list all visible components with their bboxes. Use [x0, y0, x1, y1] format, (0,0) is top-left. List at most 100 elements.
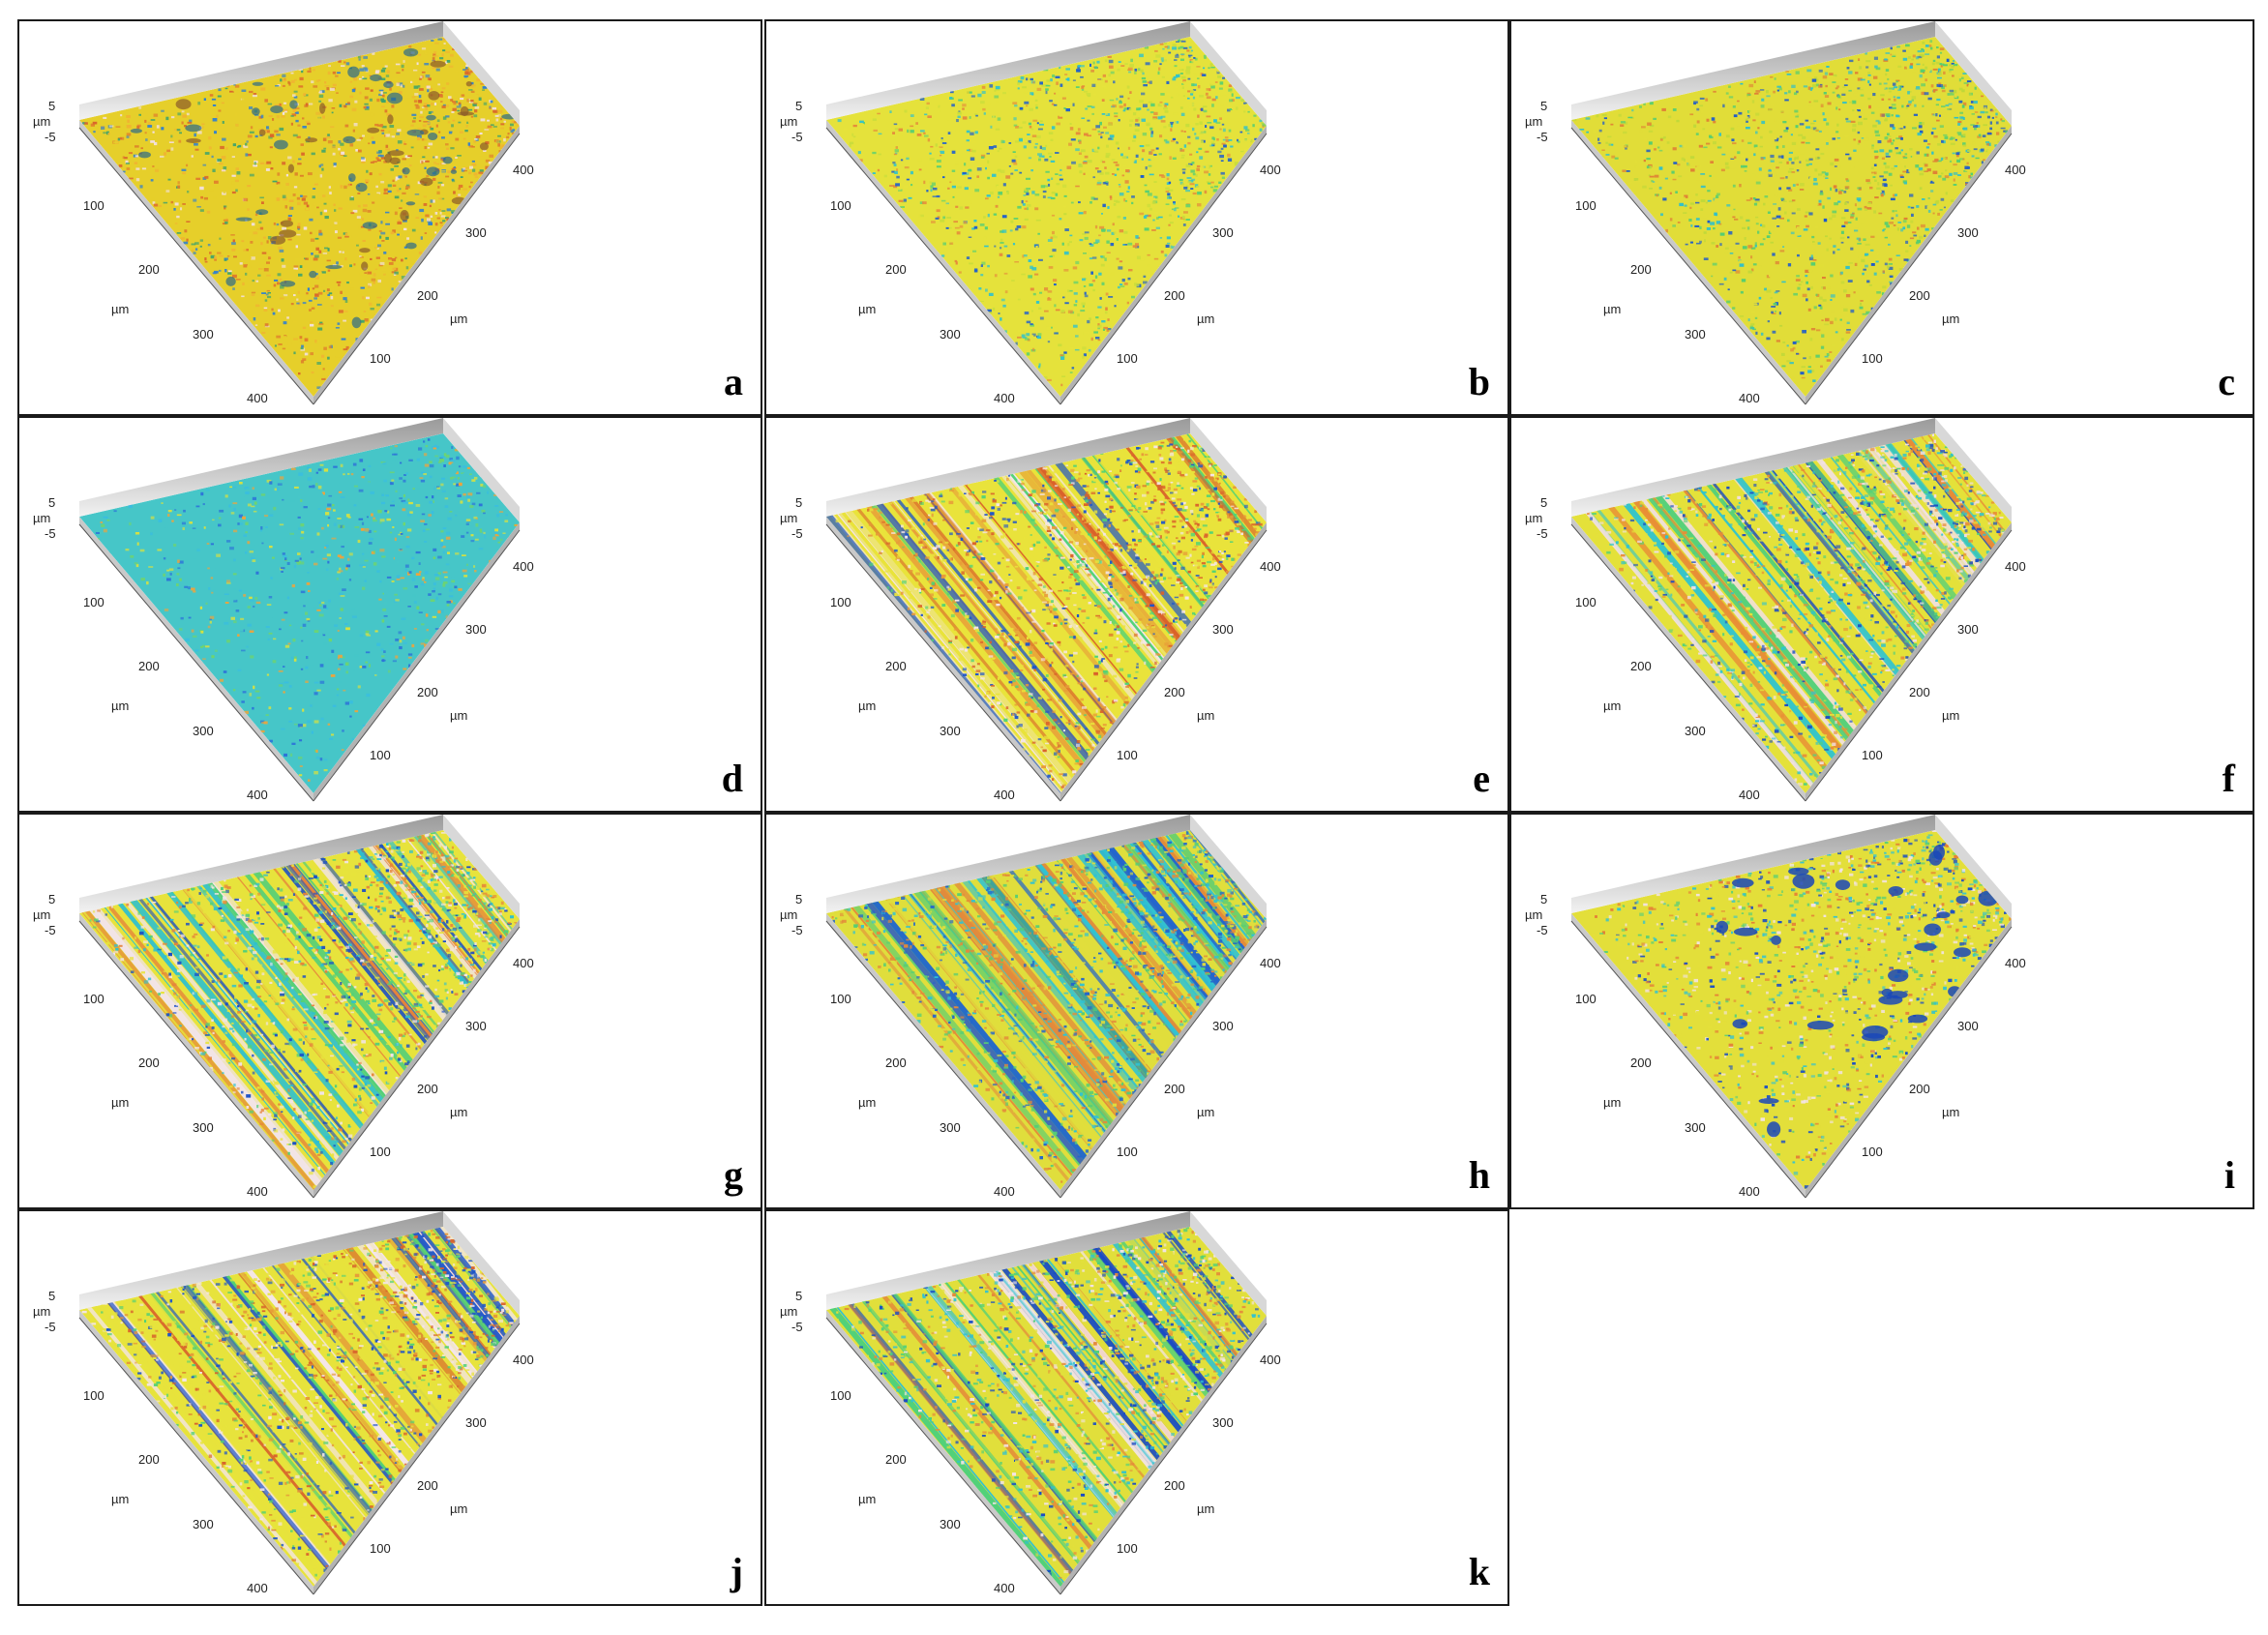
y-tick-label: 400	[2005, 956, 2026, 970]
x-tick-label: 300	[193, 1517, 214, 1531]
z-tick-bottom: -5	[1537, 130, 1548, 144]
x-tick-label: 300	[1685, 1120, 1706, 1135]
x-axis-line	[825, 127, 1061, 405]
panel-letter: h	[1468, 1153, 1490, 1197]
x-tick-label: 100	[1575, 992, 1597, 1006]
x-tick-label: 400	[994, 1184, 1015, 1199]
x-tick-label: 100	[83, 992, 104, 1006]
front-left-face	[826, 517, 1060, 801]
front-left-face	[826, 913, 1060, 1198]
z-tick-top: 5	[48, 1289, 55, 1303]
surface-panel-d: 5µm-5100200300400µm0100200300400µmd	[17, 416, 762, 813]
surface-texture	[1571, 37, 2012, 397]
z-tick-bottom: -5	[1537, 923, 1548, 937]
x-tick-label: 200	[138, 1055, 160, 1070]
surface-panel-c: 5µm-5100200300400µm0100200300400µmc	[1509, 19, 2254, 416]
front-left-face	[1571, 517, 1805, 801]
panel-letter: i	[2223, 1153, 2235, 1197]
side-wall	[1190, 815, 1267, 919]
z-tick-top: 5	[48, 892, 55, 907]
back-wall	[826, 1211, 1190, 1310]
side-wall	[443, 1211, 520, 1316]
z-tick-bottom: -5	[45, 1320, 56, 1334]
x-tick-label: 300	[193, 724, 214, 738]
y-tick-label: 400	[513, 956, 534, 970]
y-tick-label: 400	[1260, 559, 1281, 574]
y-tick-label: 300	[1212, 1415, 1234, 1430]
surface-texture	[1571, 830, 2012, 1190]
x-unit-label: µm	[858, 1492, 876, 1506]
x-tick-label: 400	[247, 1184, 268, 1199]
x-axis-line	[1570, 920, 1806, 1199]
y-tick-label: 200	[1164, 1082, 1185, 1096]
x-tick-label: 100	[1575, 595, 1597, 609]
z-tick-top: 5	[795, 892, 802, 907]
z-unit-label: µm	[780, 511, 797, 525]
front-left-face	[79, 1310, 313, 1594]
y-tick-label: 400	[2005, 163, 2026, 177]
panel-letter: j	[730, 1550, 743, 1593]
y-tick-label: 200	[1164, 288, 1185, 303]
x-tick-label: 400	[247, 391, 268, 405]
x-unit-label: µm	[1603, 1095, 1621, 1110]
x-axis-line	[825, 920, 1061, 1199]
z-tick-bottom: -5	[791, 130, 803, 144]
side-wall	[1935, 815, 2012, 919]
z-tick-top: 5	[795, 99, 802, 113]
panel-letter: f	[2222, 757, 2235, 800]
y-unit-label: µm	[450, 312, 467, 326]
panel-letter: d	[721, 757, 743, 800]
y-unit-label: µm	[1197, 1501, 1214, 1516]
x-tick-label: 300	[940, 327, 961, 342]
back-wall	[79, 1211, 443, 1310]
surface-plot-h: 5µm-5100200300400µm0100200300400µm	[780, 815, 1281, 1199]
x-tick-label: 300	[940, 724, 961, 738]
front-right-face	[313, 126, 520, 404]
x-tick-label: 100	[83, 595, 104, 609]
panel-letter: b	[1468, 360, 1490, 403]
panel-letter: k	[1468, 1550, 1490, 1593]
z-tick-bottom: -5	[791, 1320, 803, 1334]
y-tick-label: 200	[1164, 1478, 1185, 1493]
x-unit-label: µm	[111, 1492, 129, 1506]
y-tick-label: 100	[370, 1541, 391, 1556]
front-right-face	[1805, 126, 2012, 404]
side-wall	[1935, 418, 2012, 522]
back-wall	[826, 21, 1190, 120]
x-tick-label: 400	[994, 788, 1015, 802]
y-tick-label: 400	[513, 1353, 534, 1367]
surface-panel-a: 5µm-5100200300400µm0100200300400µma	[17, 19, 762, 416]
y-tick-label: 300	[465, 1415, 487, 1430]
y-axis-line	[1059, 529, 1268, 802]
z-unit-label: µm	[780, 114, 797, 129]
y-tick-label: 100	[1862, 748, 1883, 762]
x-axis-line	[78, 127, 314, 405]
y-tick-label: 200	[1909, 288, 1930, 303]
surface-panel-i: 5µm-5100200300400µm0100200300400µmi	[1509, 813, 2254, 1209]
y-unit-label: µm	[1942, 312, 1959, 326]
z-tick-top: 5	[1540, 495, 1547, 510]
surface-plot-b: 5µm-5100200300400µm0100200300400µm	[780, 21, 1281, 405]
front-right-face	[313, 1316, 520, 1594]
x-tick-label: 400	[1739, 788, 1760, 802]
back-wall	[1571, 815, 1935, 913]
panel-letter: e	[1473, 757, 1490, 800]
y-tick-label: 300	[465, 1019, 487, 1033]
front-right-face	[313, 522, 520, 801]
z-tick-top: 5	[48, 495, 55, 510]
surface-plot-k: 5µm-5100200300400µm0100200300400µm	[780, 1211, 1281, 1595]
z-unit-label: µm	[33, 907, 50, 922]
x-axis-line	[1570, 127, 1806, 405]
surface-plot-g: 5µm-5100200300400µm0100200300400µm	[33, 815, 534, 1199]
y-tick-label: 100	[370, 748, 391, 762]
surface-panel-b: 5µm-5100200300400µm0100200300400µmb	[764, 19, 1509, 416]
front-right-face	[1805, 522, 2012, 801]
x-tick-label: 100	[830, 198, 851, 213]
back-wall	[826, 418, 1190, 517]
x-unit-label: µm	[111, 699, 129, 713]
y-axis-line	[1059, 133, 1268, 405]
z-tick-bottom: -5	[791, 923, 803, 937]
x-tick-label: 300	[1685, 724, 1706, 738]
y-unit-label: µm	[450, 1105, 467, 1119]
y-tick-label: 400	[2005, 559, 2026, 574]
